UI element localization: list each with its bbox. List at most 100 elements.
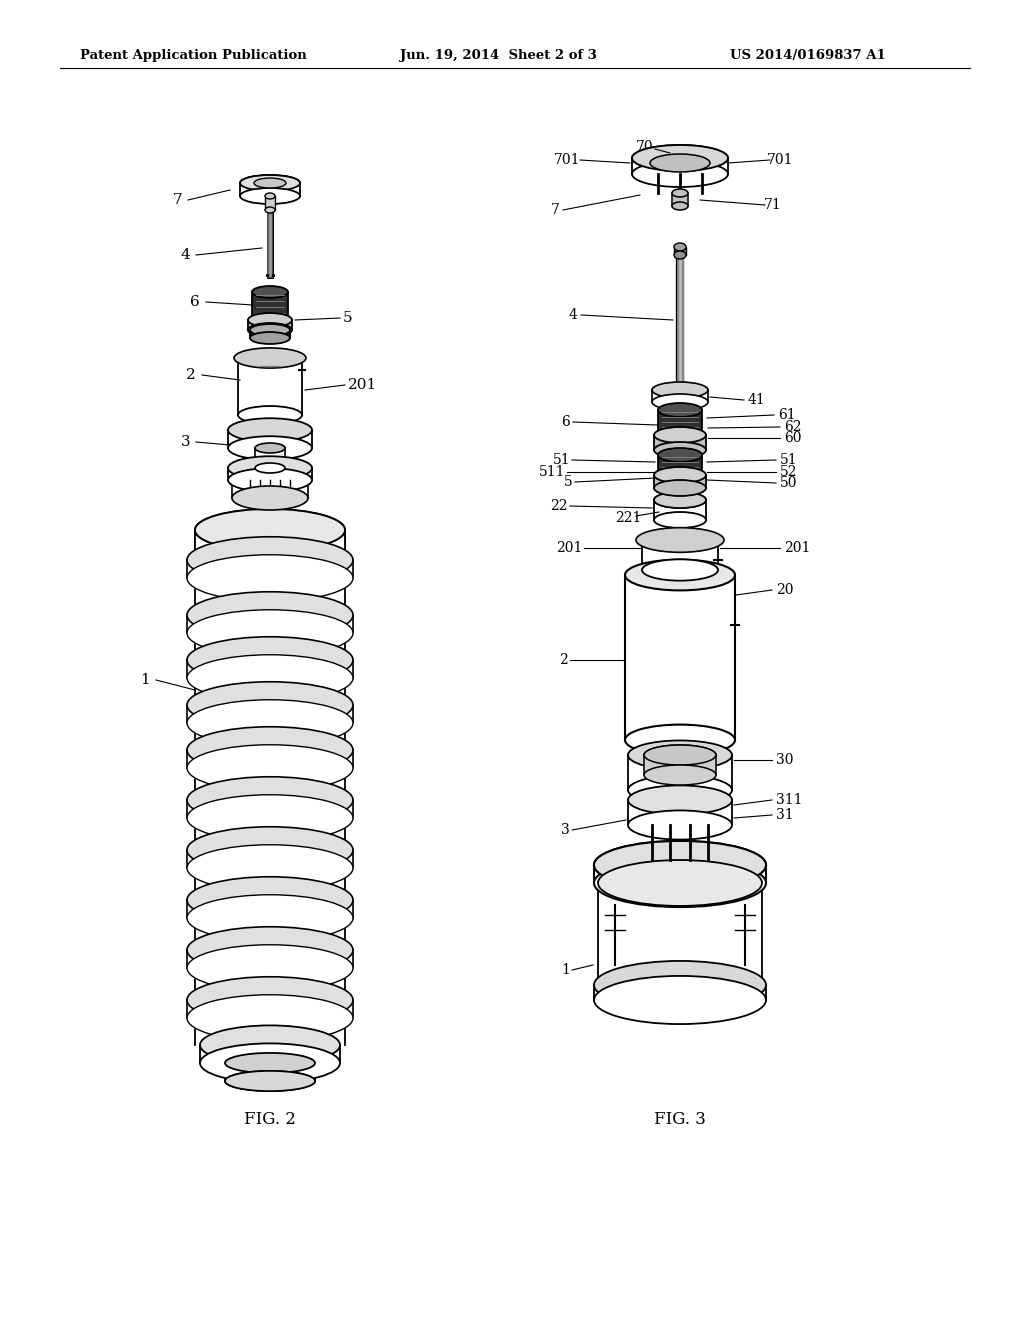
Text: 201: 201 bbox=[556, 541, 582, 554]
Bar bbox=[255, 447, 285, 469]
Ellipse shape bbox=[652, 393, 708, 411]
Bar bbox=[628, 800, 732, 825]
Ellipse shape bbox=[187, 537, 353, 583]
Ellipse shape bbox=[187, 927, 353, 973]
Ellipse shape bbox=[187, 655, 353, 701]
Ellipse shape bbox=[248, 313, 292, 327]
Bar bbox=[252, 292, 288, 319]
Bar bbox=[652, 389, 708, 403]
Ellipse shape bbox=[654, 480, 706, 496]
Text: 3: 3 bbox=[180, 436, 190, 449]
Ellipse shape bbox=[644, 744, 716, 766]
Ellipse shape bbox=[594, 975, 766, 1024]
Bar bbox=[654, 436, 706, 450]
Ellipse shape bbox=[187, 591, 353, 639]
Ellipse shape bbox=[187, 681, 353, 729]
Ellipse shape bbox=[187, 700, 353, 746]
Bar bbox=[625, 576, 735, 741]
Ellipse shape bbox=[225, 1071, 315, 1092]
Ellipse shape bbox=[632, 145, 728, 172]
Ellipse shape bbox=[594, 841, 766, 890]
Ellipse shape bbox=[654, 426, 706, 444]
Ellipse shape bbox=[255, 444, 285, 453]
Ellipse shape bbox=[628, 741, 732, 770]
Ellipse shape bbox=[195, 510, 345, 550]
Text: 221: 221 bbox=[614, 511, 641, 525]
Text: 701: 701 bbox=[767, 153, 794, 168]
Bar bbox=[228, 469, 312, 480]
Ellipse shape bbox=[632, 161, 728, 187]
Ellipse shape bbox=[674, 251, 686, 259]
Text: Patent Application Publication: Patent Application Publication bbox=[80, 49, 307, 62]
Ellipse shape bbox=[254, 178, 286, 187]
Bar bbox=[658, 411, 702, 436]
Ellipse shape bbox=[187, 727, 353, 774]
Ellipse shape bbox=[225, 1071, 315, 1092]
Ellipse shape bbox=[195, 539, 345, 581]
Bar bbox=[674, 247, 686, 255]
Ellipse shape bbox=[598, 962, 762, 1008]
Text: 2: 2 bbox=[559, 653, 568, 667]
Text: 201: 201 bbox=[784, 541, 810, 554]
Ellipse shape bbox=[238, 348, 302, 367]
Ellipse shape bbox=[187, 610, 353, 656]
Bar bbox=[654, 500, 706, 520]
Bar bbox=[250, 330, 290, 338]
Ellipse shape bbox=[672, 202, 688, 210]
Ellipse shape bbox=[248, 323, 292, 337]
Bar bbox=[598, 883, 762, 985]
Text: 1: 1 bbox=[140, 673, 150, 686]
Text: FIG. 2: FIG. 2 bbox=[244, 1111, 296, 1129]
Bar bbox=[654, 475, 706, 488]
Text: 50: 50 bbox=[780, 477, 798, 490]
Text: US 2014/0169837 A1: US 2014/0169837 A1 bbox=[730, 49, 886, 62]
Ellipse shape bbox=[187, 554, 353, 601]
Bar bbox=[632, 158, 728, 174]
Ellipse shape bbox=[238, 407, 302, 424]
Ellipse shape bbox=[642, 529, 718, 550]
Ellipse shape bbox=[252, 314, 288, 326]
Bar bbox=[225, 1063, 315, 1081]
Bar bbox=[240, 183, 300, 195]
Ellipse shape bbox=[636, 528, 724, 552]
Text: 4: 4 bbox=[568, 308, 578, 322]
Text: 60: 60 bbox=[784, 432, 802, 445]
Ellipse shape bbox=[265, 193, 275, 199]
Bar bbox=[594, 865, 766, 883]
Text: 311: 311 bbox=[776, 793, 803, 807]
Ellipse shape bbox=[240, 176, 300, 191]
Ellipse shape bbox=[265, 207, 275, 213]
Text: 62: 62 bbox=[784, 420, 802, 434]
Ellipse shape bbox=[594, 841, 766, 890]
Ellipse shape bbox=[658, 447, 702, 462]
Ellipse shape bbox=[187, 776, 353, 824]
Ellipse shape bbox=[598, 861, 762, 906]
Ellipse shape bbox=[187, 636, 353, 684]
Text: 5: 5 bbox=[343, 312, 352, 325]
Text: 52: 52 bbox=[780, 465, 798, 479]
Ellipse shape bbox=[650, 154, 710, 172]
Text: 20: 20 bbox=[776, 583, 794, 597]
Text: 701: 701 bbox=[554, 153, 581, 168]
Text: 201: 201 bbox=[348, 378, 377, 392]
Ellipse shape bbox=[234, 348, 306, 368]
Ellipse shape bbox=[672, 189, 688, 197]
Ellipse shape bbox=[644, 744, 716, 766]
Bar bbox=[265, 195, 275, 210]
Bar bbox=[642, 540, 718, 570]
Text: 1: 1 bbox=[561, 964, 570, 977]
Text: 51: 51 bbox=[780, 453, 798, 467]
Ellipse shape bbox=[200, 1026, 340, 1065]
Bar bbox=[644, 755, 716, 775]
Text: 22: 22 bbox=[551, 499, 568, 513]
Ellipse shape bbox=[658, 403, 702, 417]
Bar bbox=[238, 358, 302, 414]
Ellipse shape bbox=[638, 847, 722, 873]
Ellipse shape bbox=[228, 457, 312, 479]
Ellipse shape bbox=[594, 961, 766, 1008]
Ellipse shape bbox=[255, 463, 285, 473]
Ellipse shape bbox=[654, 492, 706, 508]
Bar bbox=[228, 430, 312, 447]
Text: 7: 7 bbox=[172, 193, 182, 207]
Ellipse shape bbox=[240, 176, 300, 191]
